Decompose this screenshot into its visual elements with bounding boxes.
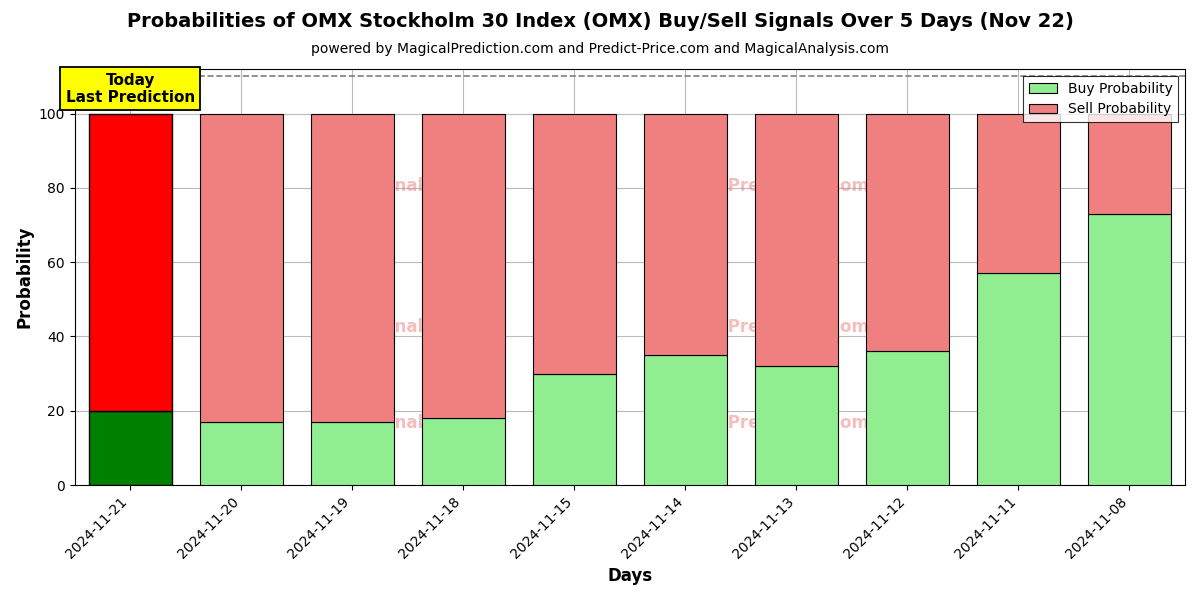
Bar (755, 366, 838, 485)
Bar (89, 411, 172, 485)
Bar (1088, 214, 1171, 485)
Y-axis label: Probability: Probability (16, 226, 34, 328)
Bar (421, 418, 505, 485)
Text: Probabilities of OMX Stockholm 30 Index (OMX) Buy/Sell Signals Over 5 Days (Nov : Probabilities of OMX Stockholm 30 Index … (126, 12, 1074, 31)
Bar (643, 113, 727, 355)
Bar (199, 422, 283, 485)
Text: powered by MagicalPrediction.com and Predict-Price.com and MagicalAnalysis.com: powered by MagicalPrediction.com and Pre… (311, 42, 889, 56)
Bar (643, 355, 727, 485)
Bar (1088, 113, 1171, 214)
Bar (755, 113, 838, 366)
Text: MagicalPrediction.com: MagicalPrediction.com (656, 413, 870, 431)
Legend: Buy Probability, Sell Probability: Buy Probability, Sell Probability (1024, 76, 1178, 122)
Text: MagicalAnalysis.com: MagicalAnalysis.com (311, 318, 505, 336)
Bar (533, 113, 616, 374)
Text: MagicalAnalysis.com: MagicalAnalysis.com (311, 413, 505, 431)
Text: MagicalPrediction.com: MagicalPrediction.com (656, 318, 870, 336)
Text: MagicalAnalysis.com: MagicalAnalysis.com (311, 176, 505, 194)
Bar (865, 352, 949, 485)
Text: Today
Last Prediction: Today Last Prediction (66, 73, 194, 105)
Bar (533, 374, 616, 485)
Bar (977, 113, 1060, 274)
Bar (311, 422, 394, 485)
Bar (199, 113, 283, 422)
X-axis label: Days: Days (607, 567, 653, 585)
Bar (311, 113, 394, 422)
Bar (865, 113, 949, 352)
Text: MagicalPrediction.com: MagicalPrediction.com (656, 176, 870, 194)
Bar (421, 113, 505, 418)
Bar (977, 274, 1060, 485)
Bar (89, 113, 172, 411)
